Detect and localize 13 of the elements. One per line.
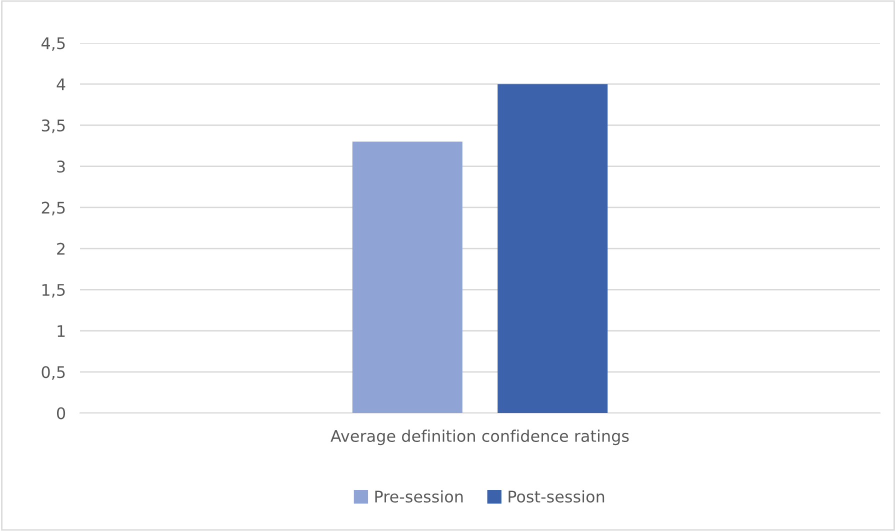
y-tick-label: 4 — [56, 78, 66, 90]
y-tick-label: 0 — [57, 407, 66, 420]
legend-label: Post-session — [508, 490, 604, 503]
legend-label: Pre-session — [375, 490, 463, 503]
y-tick-label: 3,5 — [42, 119, 65, 134]
y-tick-label: 4,5 — [41, 37, 65, 51]
y-tick-label: 1,5 — [42, 284, 65, 298]
y-tick-label: 2 — [57, 242, 65, 255]
y-tick-label: 2,5 — [42, 202, 65, 216]
x-tick-label: Average definition confidence ratings — [330, 430, 629, 446]
y-tick-label: 3 — [57, 160, 65, 173]
y-tick-label: 1 — [58, 325, 65, 337]
y-tick-label: 0,5 — [42, 366, 65, 380]
